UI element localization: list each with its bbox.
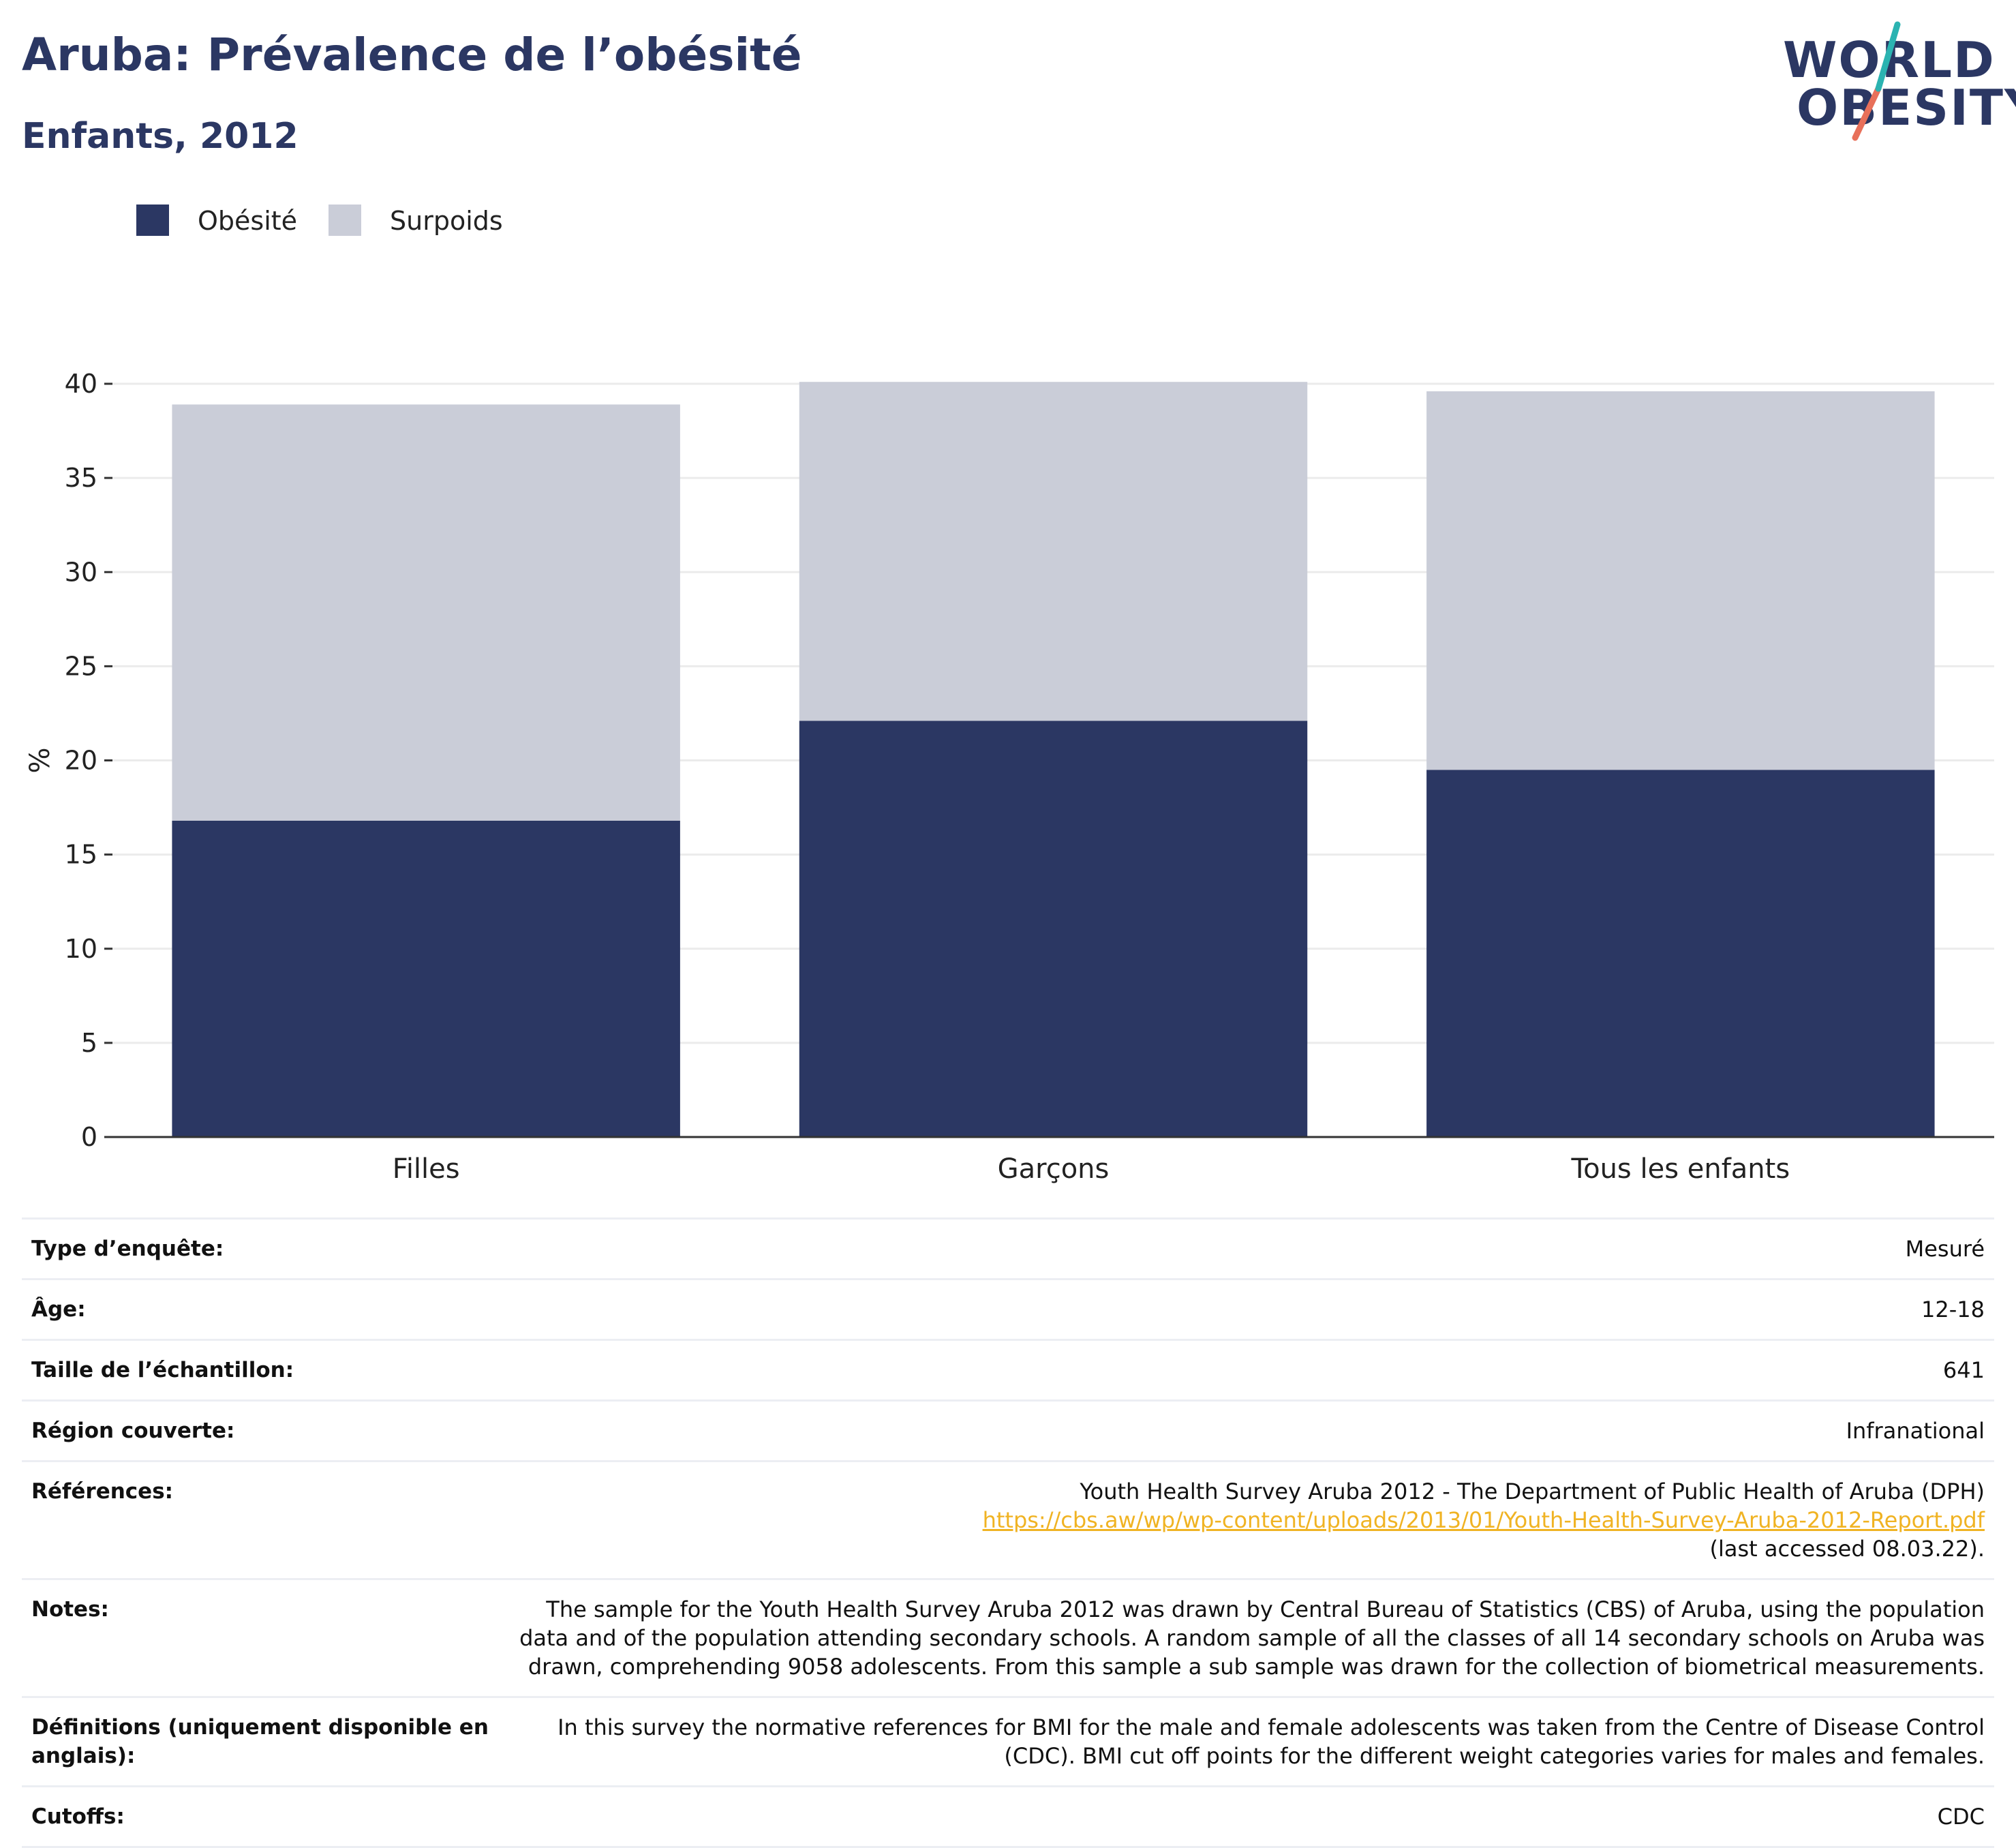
meta-label: Références:: [31, 1479, 174, 1504]
meta-row-definitions: Définitions (uniquement disponible en an…: [22, 1696, 1994, 1785]
legend-label-obesite: Obésité: [198, 206, 298, 236]
bar-surpoids-2: [1426, 391, 1935, 770]
y-tick-label: 25: [65, 651, 97, 681]
chart-title: Aruba: Prévalence de l’obésité: [22, 29, 802, 81]
y-tick-label: 10: [65, 934, 97, 964]
bar-obsit-0: [172, 820, 680, 1137]
logo-line-2: OBESITY: [1797, 79, 2016, 136]
meta-value: 12-18: [1921, 1297, 1985, 1322]
legend-swatch-surpoids: [329, 205, 361, 236]
stacked-bar-chart: 0 5 10 15 20 25 30 35 40% Filles Garçons Tous les e…: [25, 369, 1994, 1185]
meta-value: The sample for the Youth Health Survey A…: [519, 1596, 1985, 1680]
meta-value: CDC: [1937, 1804, 1985, 1830]
meta-label: Notes:: [31, 1597, 109, 1622]
y-axis-label: %: [25, 747, 56, 773]
references-link[interactable]: https://cbs.aw/wp/wp-content/uploads/201…: [982, 1507, 1985, 1533]
meta-label: Taille de l’échantillon:: [31, 1358, 294, 1382]
y-tick-label: 0: [81, 1122, 97, 1152]
bar-layer: [172, 382, 1935, 1137]
survey-metadata-table: Type d’enquête: Mesuré Âge: 12-18 Taille…: [22, 1217, 1994, 1848]
y-tick-label: 20: [65, 746, 97, 776]
meta-label: Âge:: [31, 1297, 86, 1322]
bar-surpoids-0: [172, 404, 680, 821]
meta-label: Définitions (uniquement disponible en an…: [31, 1715, 489, 1768]
meta-row-cutoffs: Cutoffs: CDC: [22, 1785, 1994, 1848]
meta-value: Youth Health Survey Aruba 2012 - The Dep…: [508, 1477, 1985, 1563]
x-tick-label: Filles: [393, 1153, 460, 1185]
y-tick-label: 40: [65, 369, 97, 399]
meta-row-age: Âge: 12-18: [22, 1278, 1994, 1339]
meta-value: Mesuré: [1905, 1236, 1985, 1262]
legend-swatch-obesite: [136, 205, 169, 236]
meta-label: Cutoffs:: [31, 1804, 125, 1829]
meta-row-references: Références: Youth Health Survey Aruba 20…: [22, 1460, 1994, 1578]
meta-value: Infranational: [1846, 1418, 1985, 1444]
bar-surpoids-1: [799, 382, 1308, 721]
bar-obsit-1: [799, 721, 1308, 1137]
chart-subtitle: Enfants, 2012: [22, 116, 299, 157]
y-tick-label: 30: [65, 557, 97, 587]
axis-layer: 0 5 10 15 20 25 30 35 40% Filles Garçons Tous les e…: [25, 369, 1994, 1185]
meta-label: Région couverte:: [31, 1419, 235, 1443]
y-tick-label: 15: [65, 840, 97, 870]
bar-obsit-2: [1426, 770, 1935, 1137]
meta-row-sample-size: Taille de l’échantillon: 641: [22, 1339, 1994, 1399]
meta-value: 641: [1942, 1357, 1985, 1383]
meta-label: Type d’enquête:: [31, 1237, 224, 1261]
y-tick-label: 5: [81, 1028, 97, 1058]
references-text: Youth Health Survey Aruba 2012 - The Dep…: [1080, 1479, 1985, 1504]
meta-row-survey-type: Type d’enquête: Mesuré: [22, 1217, 1994, 1278]
x-tick-label: Tous les enfants: [1570, 1153, 1790, 1185]
meta-value: In this survey the normative references …: [558, 1714, 1985, 1769]
meta-row-notes: Notes: The sample for the Youth Health S…: [22, 1578, 1994, 1696]
y-tick-label: 35: [65, 463, 97, 493]
x-tick-label: Garçons: [998, 1153, 1110, 1185]
meta-row-region: Région couverte: Infranational: [22, 1399, 1994, 1460]
world-obesity-logo: WORLD OBESITY: [1779, 20, 2016, 143]
legend-label-surpoids: Surpoids: [390, 206, 503, 236]
references-accessed: (last accessed 08.03.22).: [1709, 1536, 1985, 1562]
logo-slash-icon: [1852, 21, 1901, 141]
